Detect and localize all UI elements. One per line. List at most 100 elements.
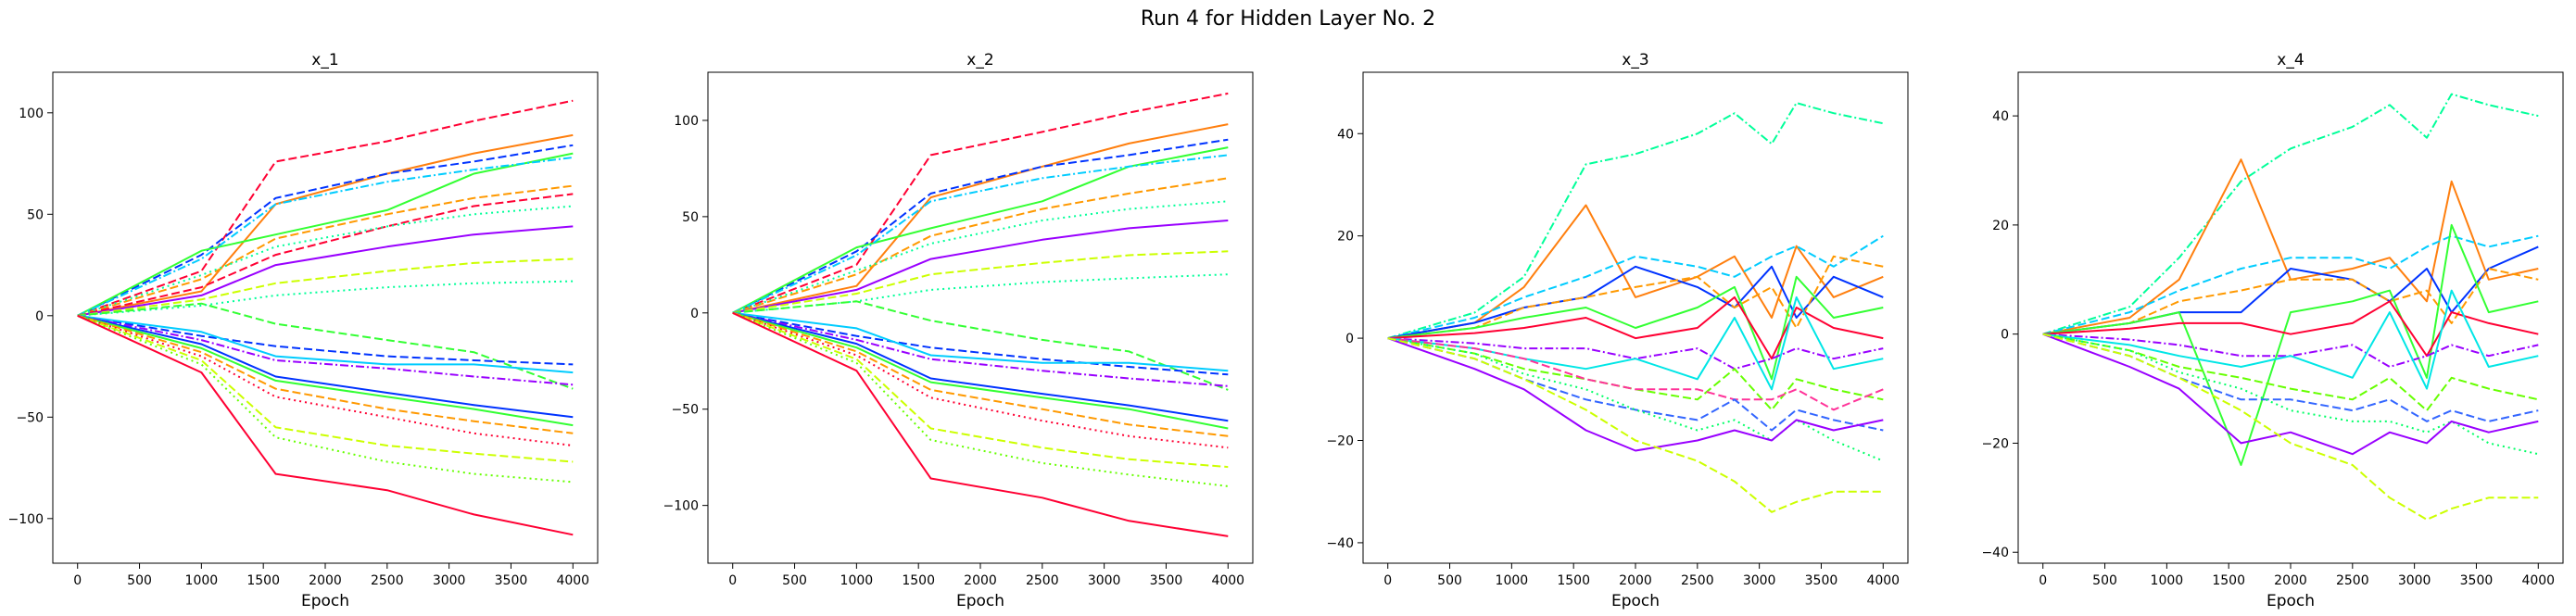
x-tick-label: 4000: [556, 573, 589, 588]
series-line-10: [732, 273, 1229, 314]
series-line-2: [77, 133, 574, 317]
y-tick-label: 0: [690, 307, 699, 321]
y-tick-label: 100: [674, 114, 699, 129]
series-group: [2042, 93, 2539, 521]
series-line-9: [2042, 289, 2539, 390]
series-line-22: [77, 314, 574, 536]
series-line-18: [732, 311, 1229, 449]
series-line-12: [2042, 333, 2539, 456]
series-line-17: [732, 311, 1229, 437]
y-tick-label: −20: [1981, 436, 2009, 451]
y-tick-label: 50: [27, 207, 44, 222]
series-line-8: [732, 220, 1229, 314]
series-line-14: [77, 314, 574, 374]
x-tick-label: 0: [728, 573, 737, 588]
x-tick-label: 1000: [2151, 573, 2184, 588]
series-line-10: [2042, 333, 2539, 412]
series-line-1: [732, 92, 1229, 314]
x-tick-label: 0: [2039, 573, 2047, 588]
series-line-17: [77, 314, 574, 427]
series-line-6: [1387, 275, 1884, 381]
series-line-1: [2042, 93, 2539, 335]
series-line-14: [1387, 337, 1884, 452]
x-tick-label: 2000: [1619, 573, 1652, 588]
y-tick-label: 40: [1992, 109, 2009, 124]
series-line-16: [77, 314, 574, 419]
x-tick-label: 3000: [1088, 573, 1121, 588]
subplot-title: x_1: [311, 51, 338, 69]
x-tick-label: 3000: [1743, 573, 1776, 588]
series-line-5: [77, 157, 574, 317]
x-tick-label: 500: [1437, 573, 1462, 588]
x-tick-label: 1500: [1557, 573, 1590, 588]
series-line-18: [77, 314, 574, 434]
y-tick-label: 20: [1337, 230, 1354, 245]
x-tick-label: 1000: [185, 573, 219, 588]
x-tick-label: 1500: [2212, 573, 2245, 588]
series-line-9: [77, 225, 574, 317]
x-axis-label: Epoch: [1611, 592, 1660, 610]
y-tick-label: 100: [19, 107, 44, 121]
series-line-14: [2042, 333, 2539, 521]
series-line-20: [732, 311, 1229, 487]
series-line-5: [1387, 255, 1884, 340]
series-line-20: [77, 314, 574, 463]
series-line-13: [2042, 333, 2539, 456]
x-tick-label: 2000: [2274, 573, 2307, 588]
series-line-21: [732, 311, 1229, 537]
y-tick-label: 0: [35, 309, 44, 324]
series-line-13: [1387, 337, 1884, 462]
figure-title: Run 4 for Hidden Layer No. 2: [1141, 7, 1435, 31]
y-tick-label: −100: [663, 499, 699, 514]
series-line-2: [2042, 158, 2539, 335]
series-group: [1387, 102, 1884, 513]
series-line-4: [732, 146, 1229, 314]
subplot-2: 0 500 1000 1500 2000 2500 3000 3500 4000 −100 −50 0…: [663, 51, 1254, 610]
series-line-11: [1387, 337, 1884, 411]
subplot-4: 0 500 1000 1500 2000 2500 3000 3500 4000 −40 −20 0 2…: [1981, 51, 2564, 610]
x-tick-label: 500: [782, 573, 807, 588]
subplot-title: x_4: [2277, 51, 2304, 69]
series-line-7: [77, 193, 574, 317]
series-line-6: [2042, 223, 2539, 466]
series-line-1: [1387, 102, 1884, 340]
series-line-5: [2042, 268, 2539, 335]
x-tick-label: 1000: [840, 573, 874, 588]
series-line-8: [1387, 337, 1884, 371]
x-tick-label: 3000: [2398, 573, 2431, 588]
y-tick-label: −40: [1981, 546, 2009, 560]
subplot-title: x_3: [1622, 51, 1648, 69]
series-line-11: [732, 300, 1229, 391]
x-tick-label: 2000: [964, 573, 997, 588]
series-line-10: [77, 258, 574, 317]
series-line-13: [732, 311, 1229, 372]
x-tick-label: 4000: [1866, 573, 1900, 588]
series-line-6: [732, 177, 1229, 314]
x-tick-label: 0: [73, 573, 82, 588]
y-tick-label: −50: [671, 403, 699, 418]
subplot-1: 0 500 1000 1500 2000 2500 3000 3500 4000 −100 −50 0…: [8, 51, 599, 610]
y-tick-label: 0: [2001, 328, 2009, 343]
series-line-10: [1387, 337, 1884, 411]
series-group: [732, 92, 1229, 537]
x-tick-label: 2500: [1026, 573, 1059, 588]
x-tick-label: 500: [127, 573, 152, 588]
x-tick-label: 3000: [433, 573, 466, 588]
x-axis-label: Epoch: [2267, 592, 2315, 610]
series-line-3: [2042, 234, 2539, 335]
x-tick-label: 1500: [902, 573, 935, 588]
series-line-3: [732, 138, 1229, 314]
series-line-8: [2042, 333, 2539, 368]
x-axis-label: Epoch: [301, 592, 349, 610]
series-line-1: [77, 99, 574, 317]
x-tick-label: 3500: [495, 573, 528, 588]
y-tick-label: 50: [682, 210, 699, 225]
series-line-4: [77, 152, 574, 317]
series-line-15: [77, 314, 574, 386]
series-line-16: [732, 311, 1229, 430]
series-line-13: [77, 314, 574, 366]
x-tick-label: 2500: [1681, 573, 1714, 588]
panels: 0 500 1000 1500 2000 2500 3000 3500 4000−100−500…: [8, 51, 2564, 610]
series-line-12: [732, 311, 1229, 376]
